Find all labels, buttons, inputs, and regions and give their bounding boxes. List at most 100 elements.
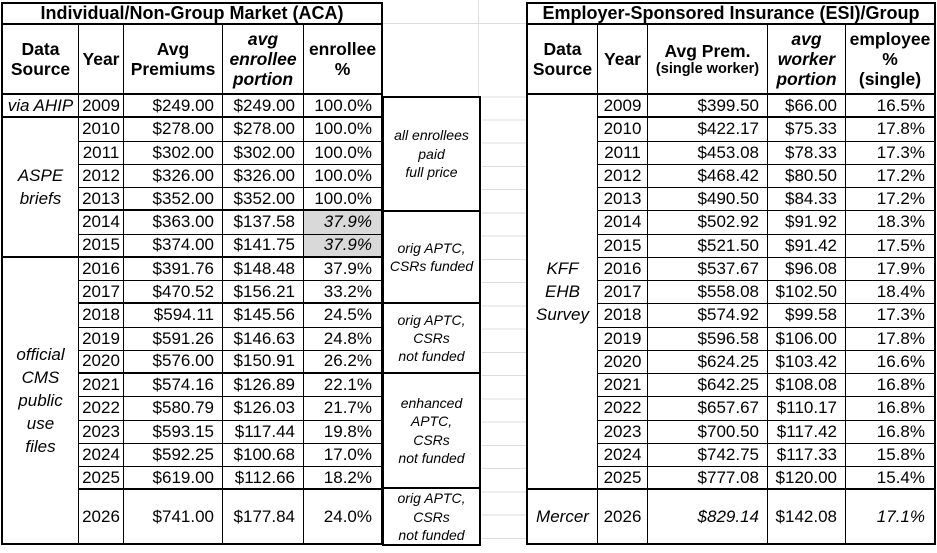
year-cell: 2020: [79, 350, 124, 374]
premium-cell: $470.52: [124, 281, 223, 305]
portion-cell: $142.08: [768, 490, 846, 543]
portion-cell: $100.68: [223, 443, 304, 467]
premium-cell: $624.25: [648, 350, 768, 374]
pct-cell: 22.1%: [304, 374, 381, 398]
pct-cell: 100.0%: [304, 188, 381, 212]
data-source-label: ASPE briefs: [3, 118, 79, 258]
annotation-note: orig APTC, CSRs funded: [384, 212, 479, 305]
pct-cell: 18.2%: [304, 467, 381, 491]
pct-cell: 15.8%: [846, 444, 934, 467]
right-header-avg-premium: Avg Prem. (single worker): [648, 25, 768, 95]
portion-cell: $302.00: [223, 141, 304, 165]
year-cell: 2015: [79, 234, 124, 258]
premium-cell: $249.00: [124, 95, 223, 119]
year-cell: 2011: [79, 141, 124, 165]
year-cell: 2018: [79, 304, 124, 328]
gridline-vertical: [478, 0, 479, 96]
year-cell: 2021: [79, 374, 124, 398]
premium-cell: $326.00: [124, 164, 223, 188]
year-cell: 2017: [598, 281, 648, 305]
portion-cell: $96.08: [768, 257, 846, 281]
left-header-data-source: Data Source: [3, 25, 79, 95]
year-cell: 2025: [598, 467, 648, 491]
pct-cell: 16.5%: [846, 95, 934, 119]
portion-cell: $117.33: [768, 443, 846, 467]
pct-cell: 33.2%: [304, 281, 381, 305]
data-source-label: Mercer: [528, 490, 598, 543]
portion-cell: $80.50: [768, 164, 846, 188]
premium-cell: $537.67: [648, 257, 768, 281]
year-cell: 2015: [598, 234, 648, 258]
premium-cell: $374.00: [124, 234, 223, 258]
portion-cell: $112.66: [223, 467, 304, 491]
right-header-avg-worker-portion: avg worker portion: [768, 25, 846, 95]
premium-cell: $502.92: [648, 211, 768, 235]
year-cell: 2026: [598, 490, 648, 543]
premium-cell: $642.25: [648, 374, 768, 398]
pct-cell: 24.0%: [323, 506, 372, 526]
year-cell: 2019: [598, 327, 648, 351]
esi-group-table: Employer-Sponsored Insurance (ESI)/Group…: [526, 2, 936, 545]
annotation-note: enhanced APTC, CSRs not funded: [384, 374, 479, 490]
year-cell: 2024: [598, 443, 648, 467]
portion-cell: $249.00: [223, 95, 304, 119]
portion-cell: $103.42: [768, 350, 846, 374]
pct-cell: 24.5%: [304, 304, 381, 328]
premium-cell: $468.42: [648, 164, 768, 188]
gridline-gap: [482, 74, 526, 553]
portion-cell: $141.75: [223, 234, 304, 258]
portion-cell: $75.33: [768, 118, 846, 142]
premium-cell: $576.00: [124, 350, 223, 374]
pct-cell: 16.8%: [846, 374, 934, 398]
pct-cell: 17.8%: [846, 328, 934, 351]
annotation-column: all enrollees paid full price orig APTC,…: [382, 96, 481, 546]
pct-cell: 21.7%: [304, 397, 381, 421]
portion-cell: $126.89: [223, 374, 304, 398]
premium-cell: $592.25: [124, 443, 223, 467]
portion-cell: $120.00: [768, 467, 846, 491]
portion-cell: $352.00: [223, 188, 304, 212]
portion-cell: $156.21: [223, 281, 304, 305]
year-cell: 2012: [79, 164, 124, 188]
pct-cell: 18.3%: [846, 211, 934, 235]
year-cell: 2018: [598, 304, 648, 328]
portion-cell: $137.58: [223, 211, 304, 235]
portion-cell: $150.91: [223, 350, 304, 374]
portion-cell: $278.00: [223, 118, 304, 142]
pct-cell: 37.9%: [304, 211, 381, 235]
portion-cell: $91.92: [768, 211, 846, 235]
premium-cell: $391.76: [124, 257, 223, 281]
portion-cell: $66.00: [768, 95, 846, 119]
pct-cell: 17.2%: [846, 165, 934, 188]
pct-cell: 100.0%: [304, 95, 381, 119]
year-cell: 2009: [79, 95, 124, 119]
pct-cell: 16.8%: [846, 421, 934, 444]
right-header-data-source: Data Source: [528, 25, 598, 95]
year-cell: 2021: [598, 374, 648, 398]
portion-cell: $91.42: [768, 234, 846, 258]
premium-cell: $558.08: [648, 281, 768, 305]
year-cell: 2023: [79, 420, 124, 444]
year-cell: 2011: [598, 141, 648, 165]
premium-cell: $278.00: [124, 118, 223, 142]
gridline-horizontal: [383, 23, 526, 24]
individual-market-table: Individual/Non-Group Market (ACA) Data S…: [1, 2, 383, 545]
premium-cell: $453.08: [648, 141, 768, 165]
right-table-title: Employer-Sponsored Insurance (ESI)/Group: [528, 3, 934, 25]
premium-cell: $399.50: [648, 95, 768, 119]
year-cell: 2017: [79, 281, 124, 305]
portion-cell: $126.03: [223, 397, 304, 421]
pct-cell: 37.9%: [304, 234, 381, 258]
premium-cell: $574.16: [124, 374, 223, 398]
premium-cell: $777.08: [648, 467, 768, 491]
pct-cell: 17.9%: [846, 258, 934, 281]
annotation-note: all enrollees paid full price: [384, 98, 479, 212]
pct-cell: 17.0%: [304, 444, 381, 467]
pct-cell: 19.8%: [304, 421, 381, 444]
pct-cell: 17.3%: [846, 142, 934, 165]
year-cell: 2022: [598, 397, 648, 421]
left-header-enrollee-pct: enrollee %: [304, 25, 381, 95]
pct-cell: 100.0%: [304, 118, 381, 142]
premium-cell: $490.50: [648, 188, 768, 212]
